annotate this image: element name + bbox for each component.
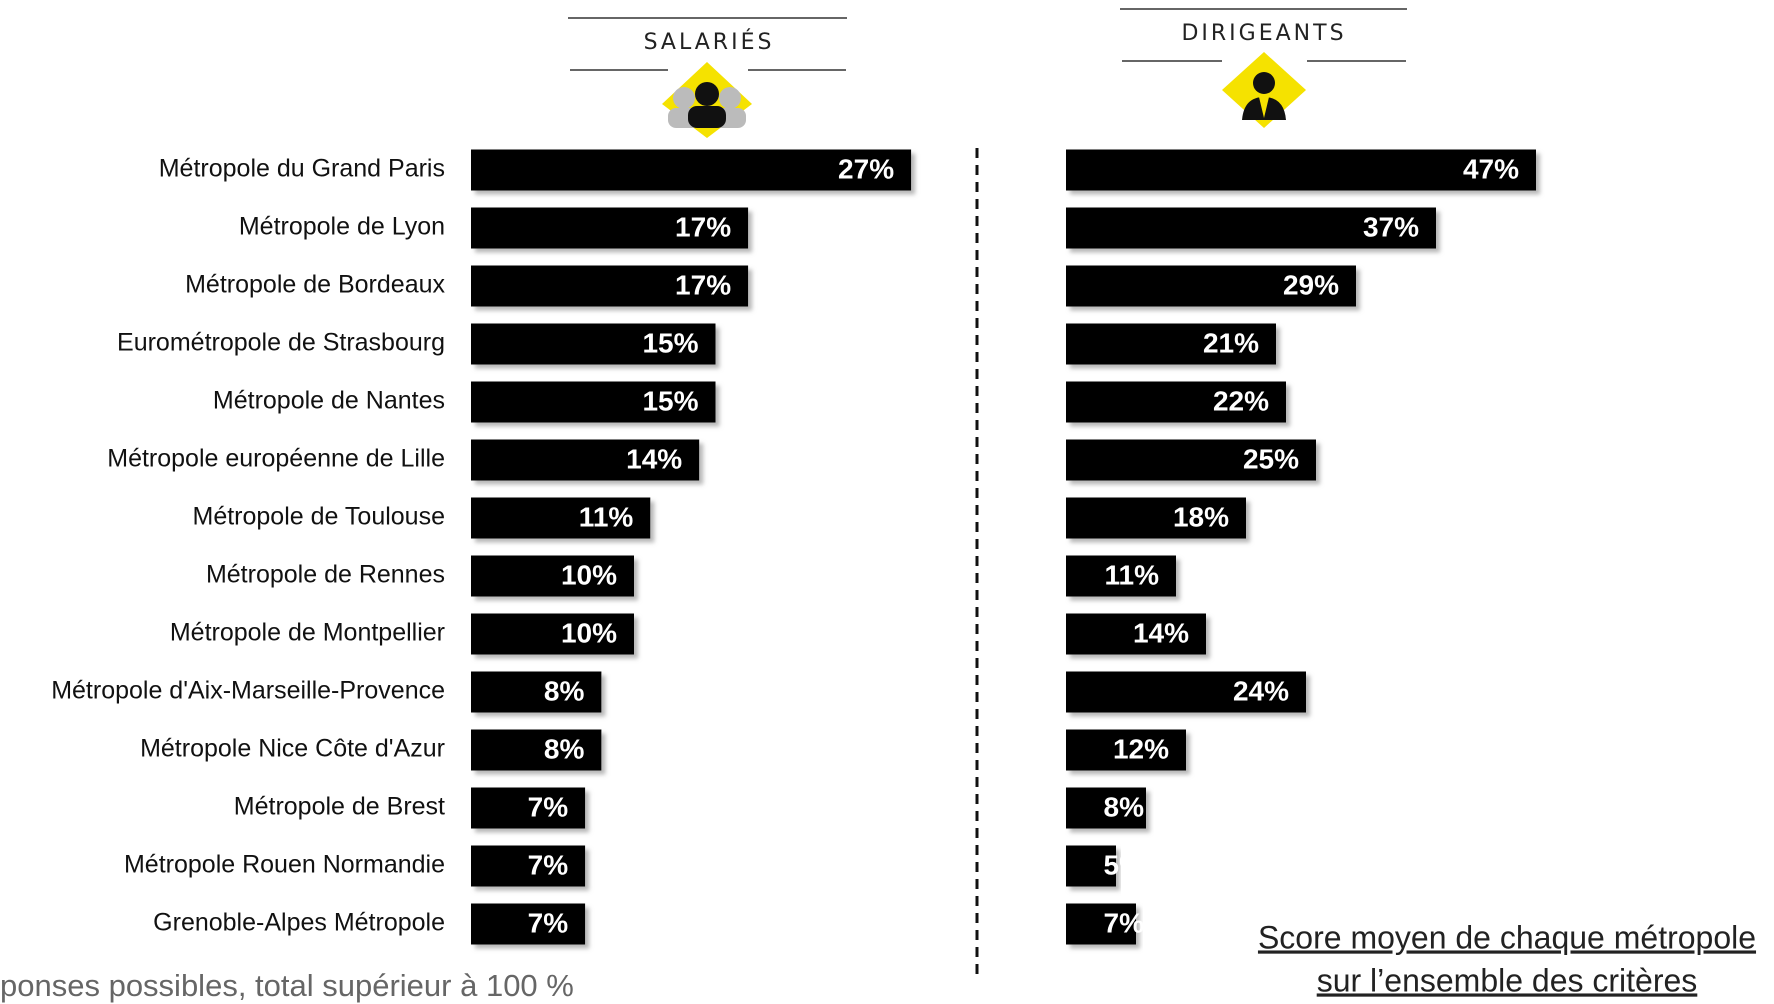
category-label: Métropole de Lyon [239, 213, 445, 241]
bar [471, 323, 716, 365]
category-label: Métropole européenne de Lille [107, 445, 445, 473]
category-label: Métropole Rouen Normandie [124, 851, 445, 879]
bar [1066, 149, 1536, 191]
category-label: Métropole de Toulouse [193, 503, 446, 531]
value-label: 7% [1104, 907, 1145, 938]
chart-title: SALARIÉS [644, 29, 775, 55]
value-label: 15% [642, 385, 698, 416]
category-label: Métropole de Brest [234, 793, 445, 821]
value-label: 14% [626, 443, 682, 474]
value-label: 37% [1363, 211, 1419, 242]
bar [1066, 323, 1276, 365]
value-label: 14% [1133, 617, 1189, 648]
bar [1066, 381, 1286, 423]
managers-icon [1222, 52, 1306, 128]
bar [1066, 497, 1246, 539]
category-label: Métropole de Rennes [206, 561, 445, 589]
value-label: 22% [1213, 385, 1269, 416]
bar [1066, 613, 1206, 655]
category-label: Métropole d'Aix-Marseille-Provence [51, 677, 445, 705]
chart-title: DIRIGEANTS [1181, 21, 1346, 46]
value-label: 8% [1104, 791, 1145, 822]
value-label: 7% [528, 907, 569, 938]
value-label: 8% [544, 675, 585, 706]
bar [471, 845, 586, 887]
value-label: 15% [642, 327, 698, 358]
bar [1066, 903, 1136, 945]
value-label: 10% [561, 559, 617, 590]
bar [471, 671, 602, 713]
value-label: 25% [1243, 443, 1299, 474]
bar [471, 903, 586, 945]
value-label: 11% [579, 501, 634, 532]
caption: sur l’ensemble des critères [1317, 962, 1698, 998]
bar [1066, 555, 1176, 597]
bar [471, 497, 651, 539]
value-label: 18% [1173, 501, 1229, 532]
bar [471, 555, 634, 597]
value-label: 21% [1203, 327, 1259, 358]
value-label: 7% [528, 849, 569, 880]
bar [471, 149, 912, 191]
bar [471, 207, 749, 249]
bar [471, 381, 716, 423]
value-label: 12% [1113, 733, 1169, 764]
value-label: 17% [675, 269, 731, 300]
value-label: 27% [838, 153, 894, 184]
value-label: 5% [1104, 849, 1145, 880]
value-label: 8% [544, 733, 585, 764]
bar [471, 729, 602, 771]
value-label: 24% [1233, 675, 1289, 706]
bar [1066, 207, 1436, 249]
value-label: 17% [675, 211, 731, 242]
value-label: 47% [1463, 153, 1519, 184]
category-label: Métropole de Montpellier [170, 619, 445, 647]
category-label: Métropole de Bordeaux [185, 271, 445, 299]
value-label: 10% [561, 617, 617, 648]
category-label: Métropole de Nantes [213, 387, 445, 415]
category-label: Métropole Nice Côte d'Azur [140, 735, 445, 763]
bar [1066, 729, 1186, 771]
footnote: ponses possibles, total supérieur à 100 … [0, 968, 574, 1003]
category-label: Métropole du Grand Paris [159, 155, 445, 183]
bar [1066, 439, 1316, 481]
category-label: Grenoble-Alpes Métropole [153, 909, 445, 937]
bar [1066, 845, 1116, 887]
bar [471, 265, 749, 307]
value-label: 7% [528, 791, 569, 822]
bar [1066, 671, 1306, 713]
category-label: Eurométropole de Strasbourg [117, 329, 445, 357]
bar [1066, 265, 1356, 307]
bar [471, 787, 586, 829]
caption: Score moyen de chaque métropole [1258, 919, 1756, 955]
employees-icon [662, 62, 752, 138]
value-label: 29% [1283, 269, 1339, 300]
bar [471, 439, 700, 481]
bar [471, 613, 634, 655]
value-label: 11% [1105, 559, 1160, 590]
bar [1066, 787, 1146, 829]
